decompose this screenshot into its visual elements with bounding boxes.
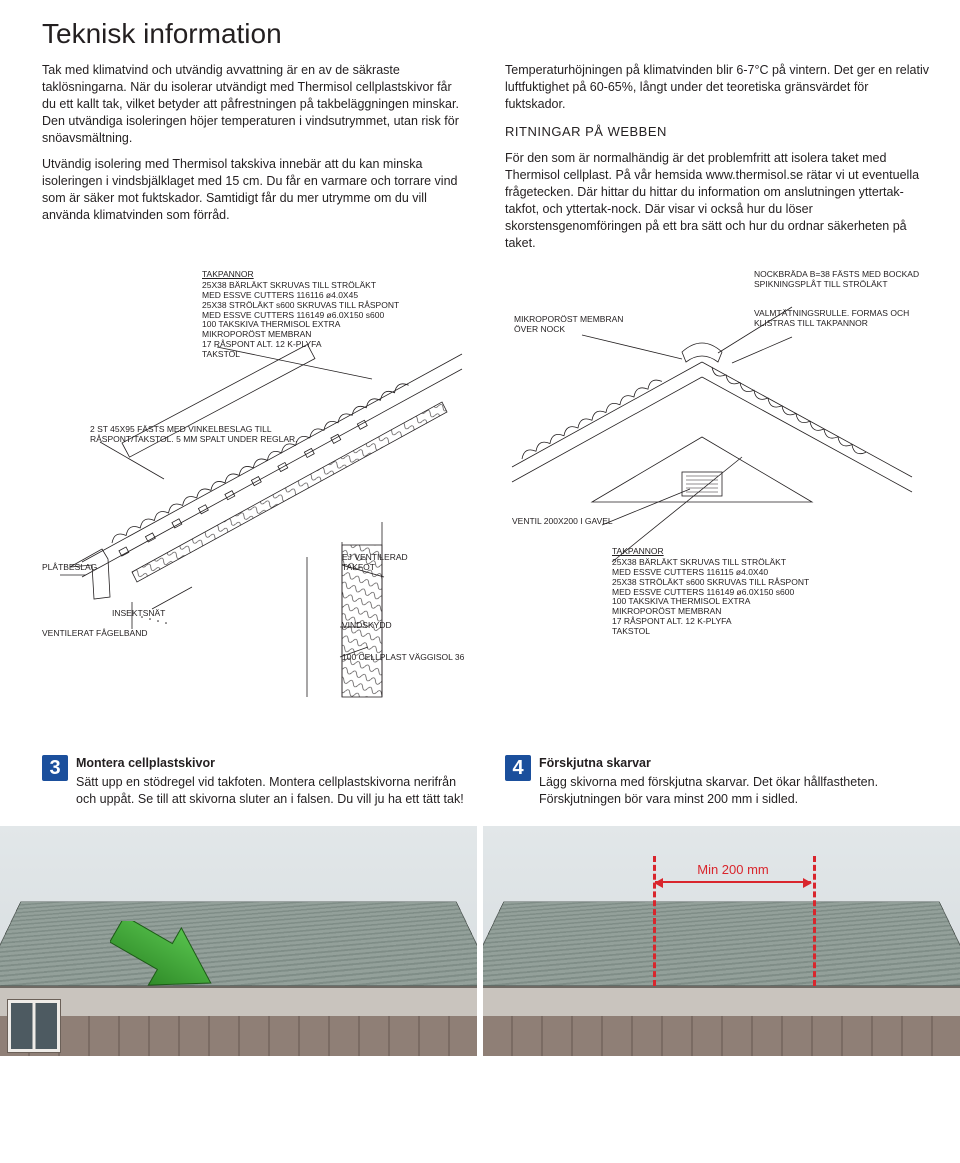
anno-platbeslag: PLÅTBESLAG xyxy=(42,563,97,573)
step-3-body: Sätt upp en stödregel vid takfoten. Mont… xyxy=(76,774,469,808)
anno-cellplast: 100 CELLPLAST VÄGGISOL 36 xyxy=(342,653,464,663)
anno-fagelband: VENTILERAT FÅGELBAND xyxy=(42,629,148,639)
anno-vindskydd: VINDSKYDD xyxy=(342,621,392,631)
render-left xyxy=(0,826,477,1056)
red-dimension-line xyxy=(655,881,811,883)
step-4: 4 Förskjutna skarvar Lägg skivorna med f… xyxy=(505,755,932,808)
anno-nockbrada: NOCKBRÄDA B=38 FÄSTS MED BOCKAD SPIKNING… xyxy=(754,270,919,290)
render-row: Min 200 mm xyxy=(0,826,960,1056)
anno-takpannor-left-title: TAKPANNOR xyxy=(202,270,254,280)
right-subheading: RITNINGAR PÅ WEBBEN xyxy=(505,123,932,141)
anno-insektsnat: INSEKTSNÄT xyxy=(112,609,165,619)
left-p1: Tak med klimatvind och utvändig avvattni… xyxy=(42,62,469,146)
step-row: 3 Montera cellplastskivor Sätt upp en st… xyxy=(42,755,932,808)
window-icon xyxy=(8,1000,60,1052)
step-3-number: 3 xyxy=(42,755,68,781)
green-arrow-icon xyxy=(110,921,220,991)
anno-ej-ventilerad: EJ VENTILERAD TAKFOT xyxy=(342,553,408,573)
left-p2: Utvändig isolering med Thermisol takskiv… xyxy=(42,156,469,224)
step-4-title: Förskjutna skarvar xyxy=(539,755,932,772)
drawing-svg xyxy=(42,267,932,707)
right-p2: För den som är normalhändig är det probl… xyxy=(505,150,932,251)
red-dimension-label: Min 200 mm xyxy=(653,862,813,877)
right-p1: Temperaturhöjningen på klimatvinden blir… xyxy=(505,62,932,113)
render-right: Min 200 mm xyxy=(483,826,960,1056)
anno-valm: VALMTÄTNINGSRULLE. FORMAS OCH KLISTRAS T… xyxy=(754,309,909,329)
anno-ventil-gavel: VENTIL 200X200 I GAVEL xyxy=(512,517,613,527)
page-title: Teknisk information xyxy=(42,18,932,50)
red-dash-right xyxy=(813,856,816,986)
step-3-title: Montera cellplastskivor xyxy=(76,755,469,772)
step-3: 3 Montera cellplastskivor Sätt upp en st… xyxy=(42,755,469,808)
anno-takpannor-right-title: TAKPANNOR xyxy=(612,547,664,557)
anno-mikro-nock: MIKROPORÖST MEMBRAN ÖVER NOCK xyxy=(514,315,623,335)
anno-vinkelbeslag: 2 ST 45X95 FÄSTS MED VINKELBESLAG TILL R… xyxy=(90,425,298,445)
technical-drawing: TAKPANNOR 25X38 BÄRLÄKT SKRUVAS TILL STR… xyxy=(42,267,932,707)
anno-takpannor-left: 25X38 BÄRLÄKT SKRUVAS TILL STRÖLÄKT MED … xyxy=(202,281,399,359)
step-4-number: 4 xyxy=(505,755,531,781)
anno-takpannor-right: 25X38 BÄRLÄKT SKRUVAS TILL STRÖLÄKT MED … xyxy=(612,558,809,636)
left-column: Tak med klimatvind och utvändig avvattni… xyxy=(42,62,469,261)
right-column: Temperaturhöjningen på klimatvinden blir… xyxy=(505,62,932,261)
intro-columns: Tak med klimatvind och utvändig avvattni… xyxy=(42,62,932,261)
step-4-body: Lägg skivorna med förskjutna skarvar. De… xyxy=(539,774,932,808)
